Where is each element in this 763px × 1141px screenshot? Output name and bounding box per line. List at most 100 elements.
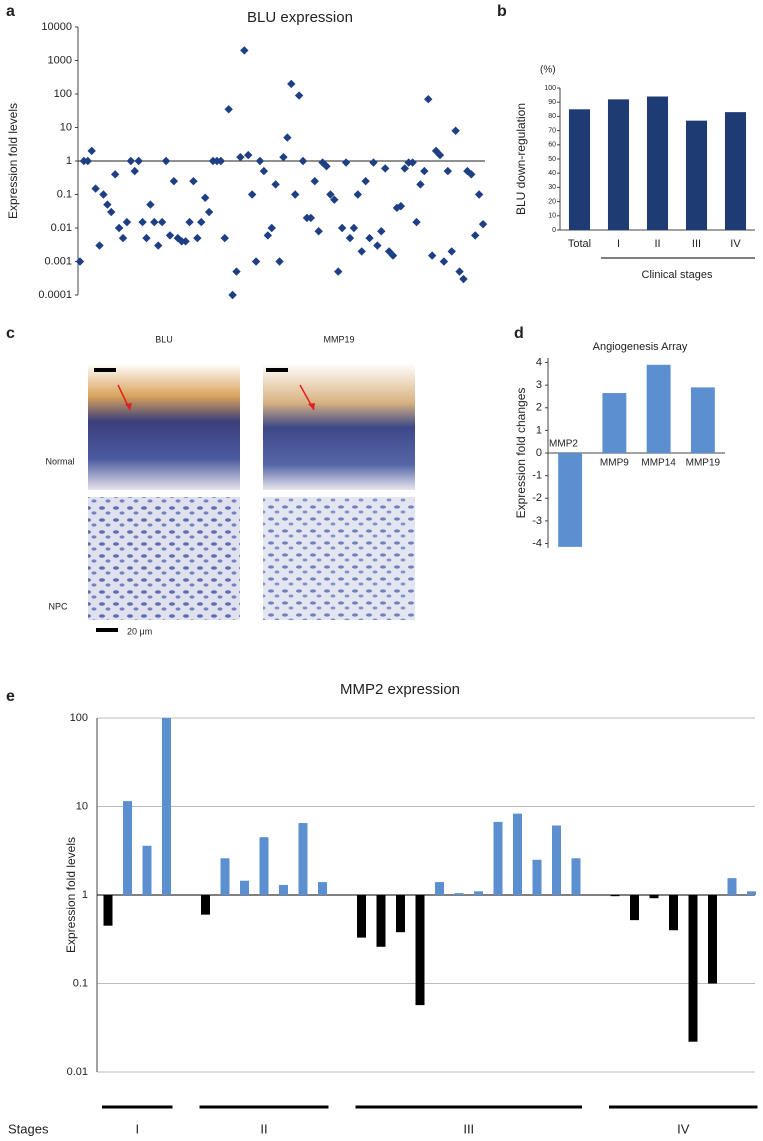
panel-letter: b [497,3,507,20]
point [373,241,382,250]
point [130,166,139,176]
bar [552,825,561,895]
chart-title: Angiogenesis Array [593,341,688,353]
bar [279,884,288,895]
point [240,46,249,55]
point [412,217,421,227]
scale-label: 20 μm [127,626,152,636]
row-label: Normal [45,456,74,466]
bar [685,120,708,230]
point [200,193,210,202]
point [283,133,292,142]
x-tick-label: MMP2 [549,439,578,450]
point [341,158,351,167]
bar [669,895,678,931]
y-tick-label: 10 [60,121,72,133]
point [306,213,316,223]
x-tick-label: MMP14 [641,458,676,469]
point [478,219,488,229]
point [126,156,136,166]
point [204,207,214,217]
bar [649,895,659,899]
point [114,223,124,233]
point [392,203,402,213]
arrow-head [125,403,132,410]
bar [396,895,405,933]
bar [747,891,756,895]
point [110,170,120,179]
bar [607,99,630,230]
point [298,156,308,166]
y-tick-label: 0.1 [73,977,88,989]
point [420,166,429,176]
x-tick-label: I [617,238,620,250]
bar [103,895,113,926]
bar [376,895,386,947]
point [377,227,386,236]
x-tick-label: Total [568,238,591,250]
point [447,247,456,256]
point [224,105,233,114]
point [251,257,261,266]
x-tick-label: MMP9 [600,458,629,469]
panel-letter: c [6,325,15,342]
bar [708,895,717,984]
point [467,170,476,179]
bar [162,718,171,895]
point [349,223,359,233]
point [439,257,449,266]
bar [532,859,542,895]
row-label: NPC [48,601,68,611]
point [396,201,406,211]
y-tick-label: 4 [536,356,542,368]
y-tick-label: 70 [548,127,556,134]
point [157,217,167,227]
micrograph [263,365,415,490]
y-tick-label: -3 [532,515,542,527]
point [247,190,257,199]
column-label: MMP19 [323,334,354,344]
point [169,176,179,186]
x-tick-label: II [654,238,660,250]
y-tick-label: 90 [548,99,556,106]
point [287,79,296,89]
bar [602,393,627,453]
y-tick-label: 0 [552,227,556,234]
point [431,146,441,156]
point [384,247,394,256]
point [232,267,241,276]
point [181,237,190,246]
bar [474,891,483,895]
y-axis-label: Expression fold changes [514,388,528,519]
bar [646,96,669,231]
y-tick-label: 100 [544,85,556,92]
bar [558,453,583,547]
bar [357,895,366,938]
point [353,190,363,199]
micrograph [88,365,240,490]
y-tick-label: -4 [532,537,542,549]
point [474,190,484,199]
y-tick-label: 30 [548,184,556,191]
point [95,241,104,250]
point [259,166,269,176]
y-tick-label: 0.01 [67,1066,88,1078]
y-tick-label: 10000 [41,21,72,33]
stage-label: I [135,1121,139,1136]
stage-label: III [463,1121,474,1136]
y-tick-label: 80 [548,113,556,120]
bar [630,895,639,921]
point [365,233,374,243]
bar [690,387,715,453]
y-tick-label: 50 [548,156,556,163]
panel-letter: a [6,3,15,20]
point [279,152,288,162]
micrograph [263,497,415,620]
bar [568,109,591,230]
point [388,251,398,260]
x-tick-label: III [692,238,701,250]
point [455,267,464,276]
y-tick-label: 3 [536,379,542,391]
point [337,223,347,233]
y-axis-label: Expression fold levels [64,837,78,953]
